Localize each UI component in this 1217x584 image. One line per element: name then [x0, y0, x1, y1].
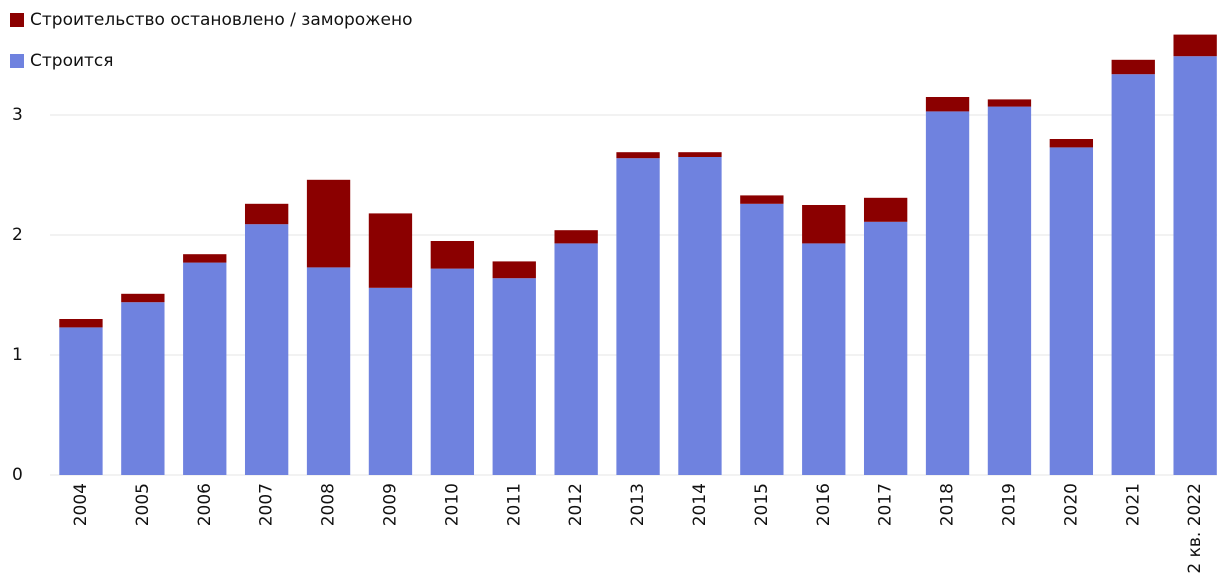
bar [1049, 139, 1094, 148]
bar [59, 327, 103, 475]
bar [925, 97, 970, 112]
legend-swatch [10, 54, 24, 68]
bar [863, 197, 908, 222]
bar [616, 158, 660, 475]
y-tick-label: 1 [12, 345, 23, 365]
x-tick-label: 2014 [690, 483, 710, 526]
bar [492, 261, 536, 279]
legend-label: Строительство остановлено / заморожено [30, 10, 412, 30]
x-tick-label: 2013 [628, 483, 648, 526]
y-tick-label: 2 [12, 225, 23, 245]
bar [244, 203, 289, 225]
bar [121, 293, 165, 303]
legend-label: Строится [30, 51, 114, 71]
bar [554, 230, 598, 244]
y-tick-label: 0 [12, 465, 23, 485]
x-tick-label: 2016 [814, 483, 834, 526]
y-tick-label: 3 [12, 105, 23, 125]
bar [987, 99, 1032, 107]
bar [554, 243, 598, 475]
bar [802, 205, 846, 244]
bar [59, 319, 103, 328]
bar [368, 287, 413, 475]
bar [183, 262, 227, 475]
bar [121, 302, 165, 475]
bar [244, 224, 289, 475]
x-tick-label: 2011 [504, 483, 524, 526]
x-tick-label: 2010 [442, 483, 462, 526]
bar [430, 241, 475, 269]
x-tick-label: 2004 [71, 483, 91, 526]
bar [802, 243, 846, 475]
bar [925, 111, 970, 476]
x-tick-label: 2009 [380, 483, 400, 526]
x-tick-label: 2020 [1061, 483, 1081, 526]
x-tick-label: 2 кв. 2022 [1185, 483, 1205, 574]
x-tick-label: 2019 [999, 483, 1019, 526]
bar [1173, 56, 1217, 475]
x-tick-label: 2005 [133, 483, 153, 526]
bar [740, 195, 784, 204]
bar [863, 221, 908, 475]
bar [987, 106, 1032, 475]
x-tick-label: 2017 [876, 483, 896, 526]
x-tick-label: 2021 [1123, 483, 1143, 526]
bar [430, 268, 475, 475]
bar [678, 152, 722, 157]
bar [1111, 74, 1155, 475]
bar [1049, 147, 1094, 475]
x-tick-label: 2007 [257, 483, 277, 526]
bar [492, 278, 536, 475]
bar [1111, 59, 1155, 75]
bar [1173, 34, 1217, 57]
bar [678, 157, 722, 475]
bar [306, 267, 351, 475]
x-tick-label: 2015 [752, 483, 772, 526]
x-tick-label: 2018 [938, 483, 958, 526]
bar [306, 179, 351, 268]
x-tick-label: 2008 [319, 483, 339, 526]
bar [616, 152, 660, 159]
bar [368, 213, 413, 288]
bar [183, 254, 227, 263]
x-tick-label: 2006 [195, 483, 215, 526]
legend-swatch [10, 13, 24, 27]
x-tick-label: 2012 [566, 483, 586, 526]
bar [740, 203, 784, 476]
